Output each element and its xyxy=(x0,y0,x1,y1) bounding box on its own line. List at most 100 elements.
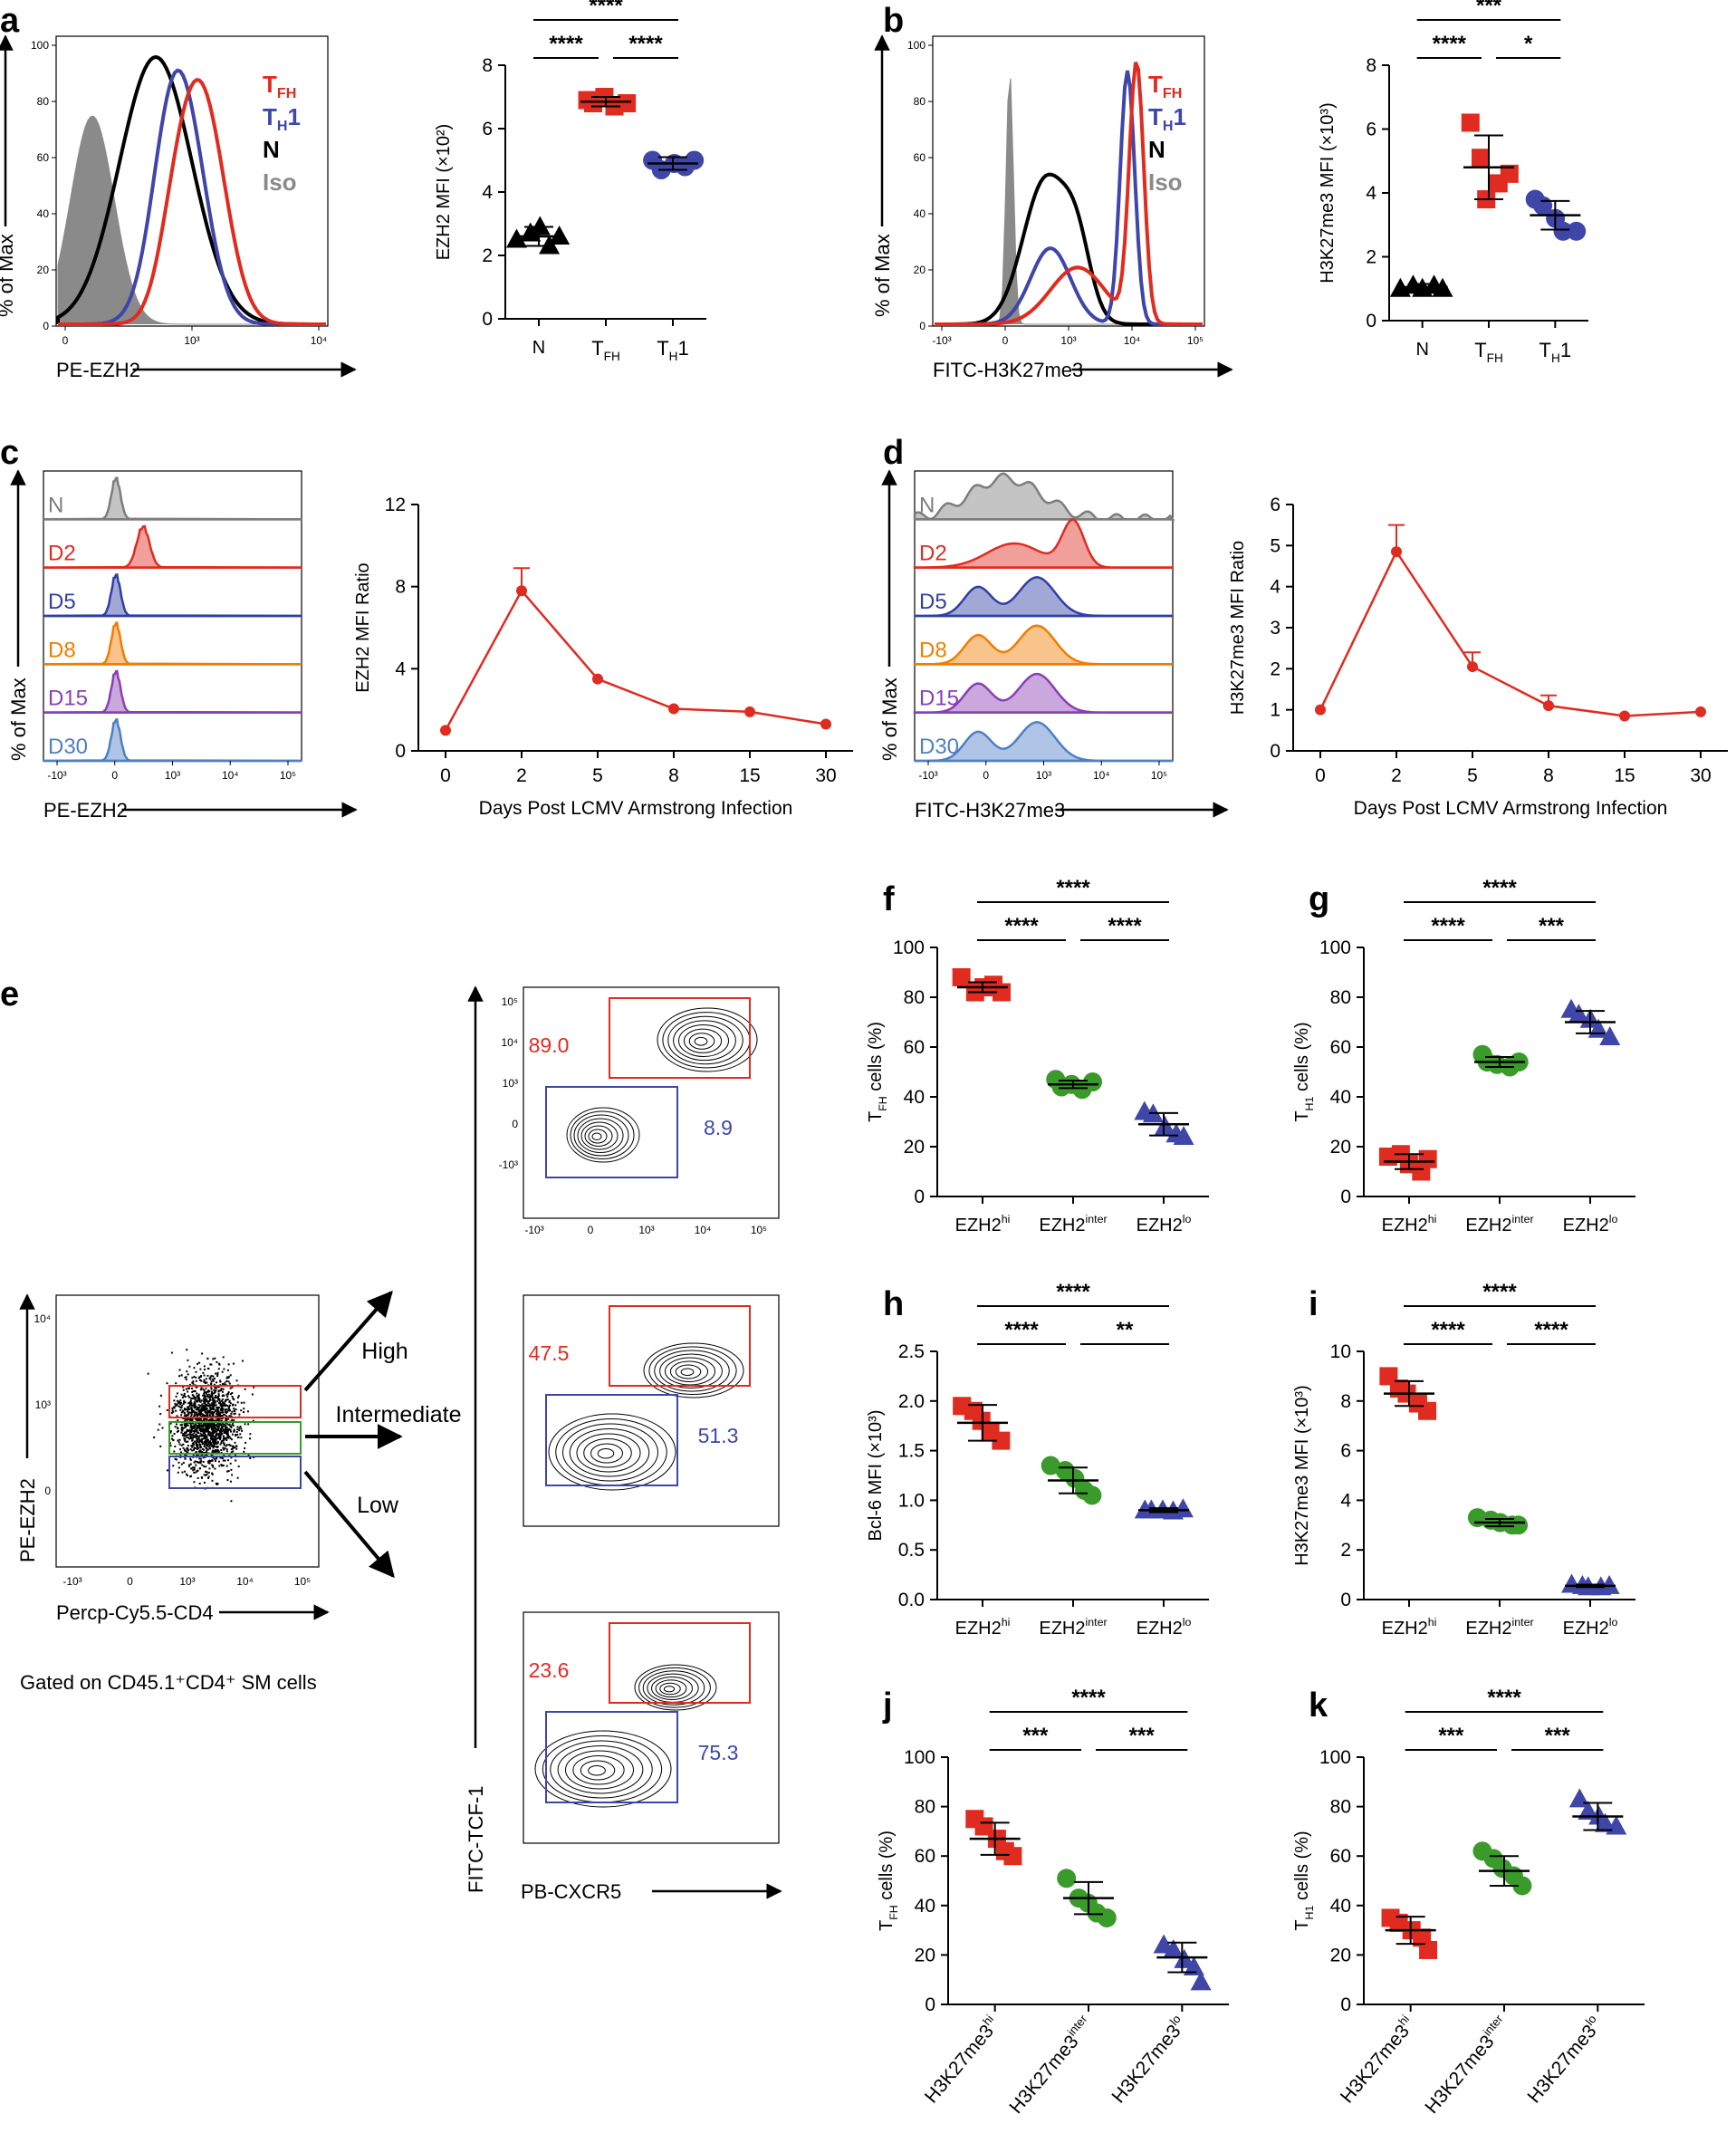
y-tick-label: 60 xyxy=(1330,1846,1351,1867)
gate xyxy=(168,1456,302,1489)
contour-frame xyxy=(523,986,780,1219)
event-dot xyxy=(225,1465,228,1467)
event-dot xyxy=(219,1404,222,1407)
event-dot xyxy=(204,1403,206,1406)
event-dot xyxy=(189,1400,192,1403)
event-dot xyxy=(177,1471,179,1474)
panel-c-histograms: N D2 D5 D8 D15 D30 -10³ 0 10³ 10⁴ 10⁵ PE-EZH2 % of M… xyxy=(7,469,358,822)
y-tick-label: 0 xyxy=(1270,741,1280,762)
event-dot xyxy=(223,1368,225,1370)
event-dot xyxy=(197,1394,200,1397)
y-tick-label: 2 xyxy=(482,245,493,266)
event-dot xyxy=(212,1415,215,1417)
event-dot xyxy=(218,1389,221,1392)
contour-line xyxy=(583,1438,632,1468)
event-dot xyxy=(177,1441,180,1444)
event-dot xyxy=(207,1409,210,1412)
iso-histogram xyxy=(57,115,326,325)
event-dot xyxy=(221,1390,224,1393)
event-dot xyxy=(183,1392,186,1395)
event-dot xyxy=(221,1370,224,1373)
event-dot xyxy=(176,1427,178,1429)
event-dot xyxy=(206,1374,209,1377)
event-dot xyxy=(216,1440,219,1443)
x-tick-label: H3K27me3lo xyxy=(1521,2013,1607,2108)
event-dot xyxy=(208,1414,211,1417)
event-dot xyxy=(187,1359,189,1361)
x-tick-label: 10⁵ xyxy=(1151,769,1167,782)
event-dot xyxy=(203,1402,206,1405)
event-dot xyxy=(210,1424,213,1427)
event-dot xyxy=(187,1411,190,1414)
label-main: N xyxy=(1415,340,1428,360)
event-dot xyxy=(207,1393,210,1396)
event-dot xyxy=(195,1435,197,1437)
y-tick-label: 80 xyxy=(1330,1797,1351,1818)
event-dot xyxy=(178,1402,181,1405)
label-post: cells (%) xyxy=(1292,1022,1312,1096)
data-point xyxy=(1315,704,1326,716)
x-tick-label: 0 xyxy=(1315,765,1326,786)
event-dot xyxy=(202,1388,205,1390)
event-dot xyxy=(241,1429,244,1432)
y-tick-label: 0 xyxy=(1366,311,1376,332)
event-dot xyxy=(191,1398,194,1400)
event-dot xyxy=(213,1383,216,1386)
data-point xyxy=(1695,706,1706,717)
label-main: T xyxy=(1292,1919,1312,1930)
y-axis-label: EZH2 MFI Ratio xyxy=(353,562,373,692)
event-dot xyxy=(227,1470,230,1473)
event-dot xyxy=(221,1422,224,1425)
event-dot xyxy=(172,1439,175,1442)
event-dot xyxy=(202,1418,205,1421)
event-dot xyxy=(207,1419,210,1422)
event-dot xyxy=(182,1389,185,1391)
legend-entry: TH1 xyxy=(1148,103,1186,134)
gating-caption: Gated on CD45.1⁺CD4⁺ SM cells xyxy=(20,1671,317,1694)
event-dot xyxy=(206,1398,208,1400)
event-dot xyxy=(229,1428,232,1431)
event-dot xyxy=(184,1439,187,1442)
event-dot xyxy=(236,1401,239,1404)
label-main: EZH2 xyxy=(955,1619,1002,1638)
event-dot xyxy=(202,1460,205,1463)
event-dot xyxy=(199,1400,202,1403)
x-tick-label: 0 xyxy=(1002,334,1009,347)
event-dot xyxy=(226,1376,229,1379)
point-circle xyxy=(1041,1456,1060,1475)
event-dot xyxy=(195,1418,197,1421)
event-dot xyxy=(177,1439,179,1442)
event-dot xyxy=(196,1461,198,1464)
data-point xyxy=(744,706,755,717)
event-dot xyxy=(205,1378,207,1380)
event-dot xyxy=(221,1430,224,1433)
event-dot xyxy=(209,1437,212,1440)
contour-line xyxy=(657,1007,758,1072)
event-dot xyxy=(190,1413,193,1416)
label-sub: H1 xyxy=(1303,1905,1316,1919)
event-dot xyxy=(210,1427,213,1430)
stacked-histogram xyxy=(43,717,302,763)
event-dot xyxy=(205,1391,207,1394)
event-dot xyxy=(203,1369,206,1371)
event-dot xyxy=(234,1441,236,1444)
y-tick-label: 12 xyxy=(385,495,406,515)
event-dot xyxy=(235,1408,237,1411)
event-dot xyxy=(220,1448,223,1451)
event-dot xyxy=(232,1398,235,1400)
event-dot xyxy=(206,1471,208,1474)
event-dot xyxy=(218,1465,221,1467)
event-dot xyxy=(230,1456,233,1459)
event-dot xyxy=(199,1375,202,1378)
event-dot xyxy=(234,1446,236,1449)
event-dot xyxy=(222,1423,225,1426)
label-main: H3K27me3 xyxy=(1005,2032,1082,2118)
event-dot xyxy=(222,1404,225,1407)
event-dot xyxy=(212,1425,215,1427)
event-dot xyxy=(220,1389,223,1392)
event-dot xyxy=(198,1449,201,1452)
event-dot xyxy=(206,1445,209,1447)
event-dot xyxy=(220,1451,223,1454)
